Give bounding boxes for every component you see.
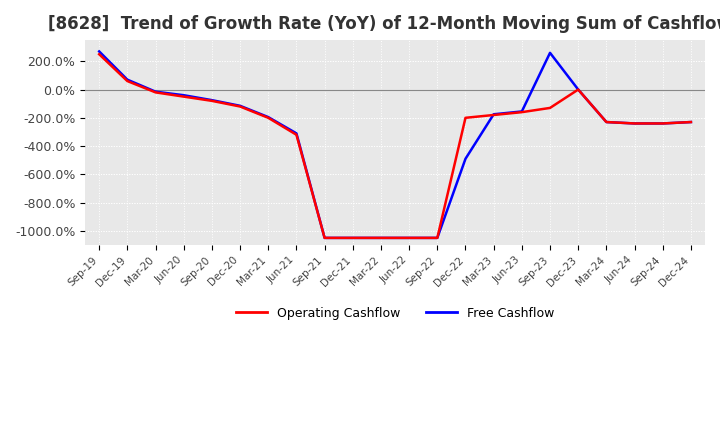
Free Cashflow bbox=[151, 89, 160, 94]
Free Cashflow bbox=[687, 119, 696, 125]
Operating Cashflow bbox=[630, 121, 639, 126]
Operating Cashflow bbox=[687, 119, 696, 125]
Free Cashflow bbox=[546, 50, 554, 55]
Operating Cashflow bbox=[235, 104, 244, 109]
Operating Cashflow bbox=[320, 235, 329, 241]
Free Cashflow bbox=[348, 235, 357, 241]
Operating Cashflow bbox=[518, 110, 526, 115]
Operating Cashflow bbox=[658, 121, 667, 126]
Free Cashflow bbox=[462, 156, 470, 161]
Operating Cashflow bbox=[433, 235, 441, 241]
Operating Cashflow bbox=[123, 78, 132, 84]
Free Cashflow bbox=[658, 121, 667, 126]
Line: Operating Cashflow: Operating Cashflow bbox=[99, 54, 691, 238]
Free Cashflow bbox=[235, 103, 244, 108]
Operating Cashflow bbox=[602, 119, 611, 125]
Legend: Operating Cashflow, Free Cashflow: Operating Cashflow, Free Cashflow bbox=[231, 302, 559, 325]
Operating Cashflow bbox=[490, 112, 498, 117]
Free Cashflow bbox=[574, 87, 582, 92]
Operating Cashflow bbox=[348, 235, 357, 241]
Operating Cashflow bbox=[95, 51, 104, 57]
Free Cashflow bbox=[490, 112, 498, 117]
Operating Cashflow bbox=[574, 87, 582, 92]
Free Cashflow bbox=[433, 235, 441, 241]
Free Cashflow bbox=[518, 109, 526, 114]
Operating Cashflow bbox=[292, 132, 301, 137]
Operating Cashflow bbox=[151, 90, 160, 95]
Operating Cashflow bbox=[179, 94, 188, 99]
Free Cashflow bbox=[292, 131, 301, 136]
Operating Cashflow bbox=[207, 98, 216, 103]
Free Cashflow bbox=[320, 235, 329, 241]
Free Cashflow bbox=[264, 114, 273, 120]
Operating Cashflow bbox=[264, 115, 273, 121]
Free Cashflow bbox=[602, 119, 611, 125]
Title: [8628]  Trend of Growth Rate (YoY) of 12-Month Moving Sum of Cashflows: [8628] Trend of Growth Rate (YoY) of 12-… bbox=[48, 15, 720, 33]
Free Cashflow bbox=[377, 235, 385, 241]
Operating Cashflow bbox=[405, 235, 413, 241]
Free Cashflow bbox=[405, 235, 413, 241]
Free Cashflow bbox=[123, 77, 132, 82]
Free Cashflow bbox=[95, 49, 104, 54]
Operating Cashflow bbox=[546, 105, 554, 110]
Line: Free Cashflow: Free Cashflow bbox=[99, 51, 691, 238]
Operating Cashflow bbox=[377, 235, 385, 241]
Operating Cashflow bbox=[462, 115, 470, 121]
Free Cashflow bbox=[630, 121, 639, 126]
Free Cashflow bbox=[207, 98, 216, 103]
Free Cashflow bbox=[179, 92, 188, 98]
